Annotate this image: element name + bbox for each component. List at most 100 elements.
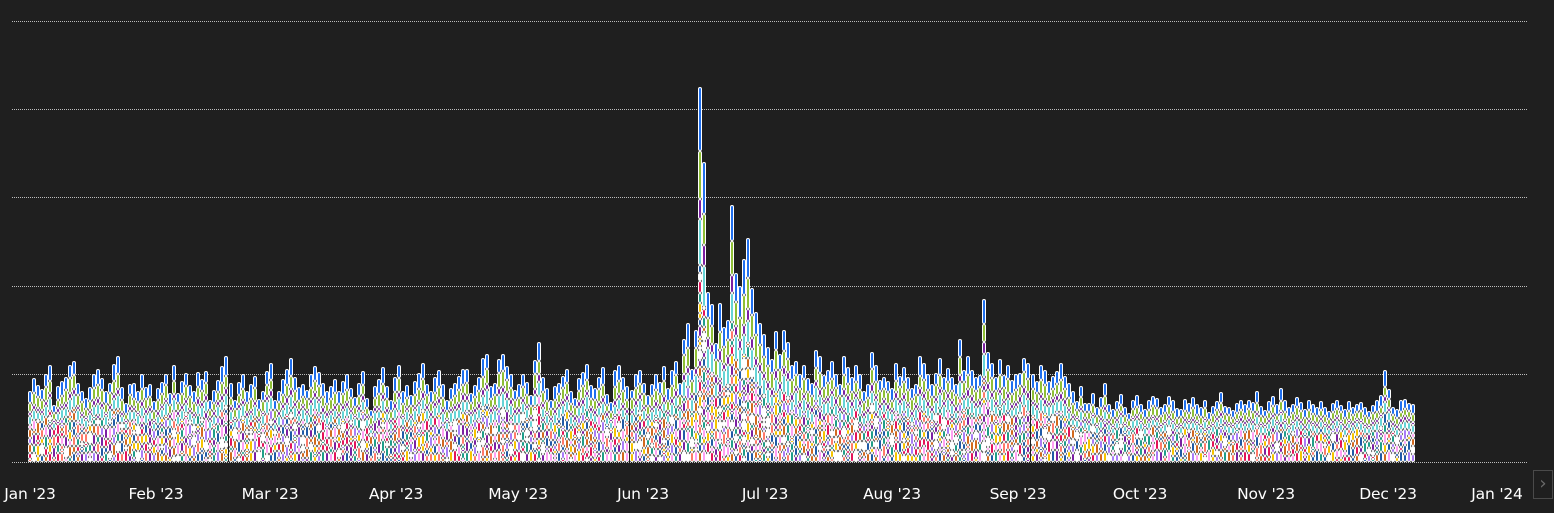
day-bar[interactable] [320,382,325,462]
day-bar[interactable] [1395,409,1400,462]
day-bar[interactable] [304,389,309,462]
day-bar[interactable] [296,387,301,462]
day-bar[interactable] [657,377,662,462]
day-bar[interactable] [633,373,638,462]
day-bar[interactable] [525,379,530,462]
day-bar[interactable] [777,347,782,462]
day-bar[interactable] [348,384,353,462]
day-bar[interactable] [136,391,141,462]
day-bar[interactable] [1403,398,1408,462]
day-bar[interactable] [232,396,237,462]
day-bar[interactable] [477,377,482,462]
day-bar[interactable] [32,378,36,462]
day-bar[interactable] [316,370,321,462]
day-bar[interactable] [469,390,474,462]
day-bar[interactable] [384,383,389,462]
day-bar[interactable] [745,237,750,462]
day-bar[interactable] [693,329,698,462]
day-bar[interactable] [529,394,534,462]
day-bar[interactable] [617,363,622,462]
day-bar[interactable] [793,356,798,462]
day-bar[interactable] [152,400,157,462]
day-bar[interactable] [1002,370,1007,462]
day-bar[interactable] [424,383,429,462]
day-bar[interactable] [854,363,859,462]
day-bar[interactable] [906,377,911,462]
day-bar[interactable] [978,374,983,462]
day-bar[interactable] [144,387,149,462]
day-bar[interactable] [268,363,273,462]
day-bar[interactable] [593,388,598,462]
day-bar[interactable] [613,370,618,462]
day-bar[interactable] [220,365,225,462]
day-bar[interactable] [1178,409,1183,462]
day-bar[interactable] [176,391,181,462]
day-bar[interactable] [870,351,875,462]
day-bar[interactable] [148,383,153,462]
day-bar[interactable] [1050,374,1055,462]
day-bar[interactable] [1351,406,1356,462]
day-bar[interactable] [1399,400,1404,462]
day-bar[interactable] [28,391,32,462]
day-bar[interactable] [1367,409,1372,462]
day-bar[interactable] [1231,409,1235,462]
day-bar[interactable] [934,370,939,462]
day-bar[interactable] [184,369,189,462]
day-bar[interactable] [1190,396,1195,462]
day-bar[interactable] [244,391,249,462]
day-bar[interactable] [1126,411,1131,462]
day-bar[interactable] [92,373,97,462]
day-bar[interactable] [1271,395,1276,462]
day-bar[interactable] [549,400,554,462]
day-bar[interactable] [701,162,706,462]
day-bar[interactable] [1295,396,1300,462]
day-bar[interactable] [1343,409,1348,462]
day-bar[interactable] [765,347,770,462]
day-bar[interactable] [946,365,951,462]
day-bar[interactable] [312,363,317,462]
day-bar[interactable] [797,373,802,462]
day-bar[interactable] [1243,403,1248,462]
day-bar[interactable] [276,391,281,462]
day-bar[interactable] [737,285,742,462]
day-bar[interactable] [1186,402,1191,462]
day-bar[interactable] [805,378,810,462]
day-bar[interactable] [216,377,221,462]
day-bar[interactable] [420,363,425,462]
day-bar[interactable] [842,356,847,462]
day-bar[interactable] [48,364,53,462]
day-bar[interactable] [1363,407,1368,462]
day-bar[interactable] [140,373,145,462]
day-bar[interactable] [292,377,297,462]
day-bar[interactable] [846,366,851,462]
day-bar[interactable] [581,372,586,462]
day-bar[interactable] [404,384,409,462]
day-bar[interactable] [1283,400,1288,462]
day-bar[interactable] [569,391,574,462]
day-bar[interactable] [1114,398,1119,462]
day-bar[interactable] [773,330,778,462]
day-bar[interactable] [1086,402,1091,462]
day-bar[interactable] [376,379,381,462]
day-bar[interactable] [625,386,630,462]
day-bar[interactable] [208,398,213,462]
day-bar[interactable] [902,366,907,462]
day-bar[interactable] [669,370,674,462]
day-bar[interactable] [72,361,77,462]
day-bar[interactable] [681,338,686,462]
day-bar[interactable] [1323,407,1328,462]
day-bar[interactable] [1094,407,1099,462]
day-bar[interactable] [120,386,125,462]
day-bar[interactable] [862,391,867,462]
day-bar[interactable] [553,386,558,462]
day-bar[interactable] [597,376,602,462]
day-bar[interactable] [1034,380,1039,462]
day-bar[interactable] [437,370,442,462]
day-bar[interactable] [1046,377,1051,462]
scroll-right-button[interactable]: › [1533,470,1553,499]
day-bar[interactable] [1074,398,1079,462]
day-bar[interactable] [308,373,313,462]
day-bar[interactable] [461,368,466,462]
day-bar[interactable] [609,400,614,462]
day-bar[interactable] [445,400,450,462]
